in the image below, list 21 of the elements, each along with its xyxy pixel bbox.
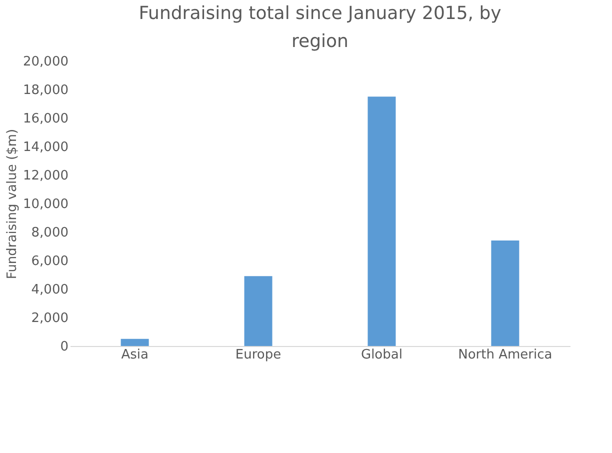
y-tick-label: 10,000	[23, 197, 68, 212]
y-tick-label: 20,000	[23, 54, 68, 70]
y-tick-label: 6,000	[31, 254, 68, 269]
y-tick-label: 8,000	[31, 226, 68, 240]
bar	[368, 96, 396, 346]
bar	[244, 276, 272, 346]
y-tick-label: 0	[60, 340, 68, 354]
x-tick-label: North America	[458, 348, 552, 362]
y-tick-label: 18,000	[23, 83, 68, 98]
y-tick-label: 4,000	[31, 282, 68, 298]
x-tick-label: Asia	[121, 348, 148, 362]
y-tick-label: 2,000	[31, 311, 68, 326]
y-tick-label: 16,000	[23, 112, 68, 126]
x-tick-label: Europe	[235, 348, 282, 362]
y-tick-label: 14,000	[23, 140, 68, 155]
x-tick-label: Global	[360, 348, 402, 362]
bar	[120, 338, 149, 346]
y-tick-label: 12,000	[23, 168, 68, 184]
chart-title: Fundraising total since January 2015, by region	[138, 3, 502, 52]
bar	[491, 240, 520, 346]
y-axis-title: Fundraising value ($m)	[5, 128, 20, 280]
